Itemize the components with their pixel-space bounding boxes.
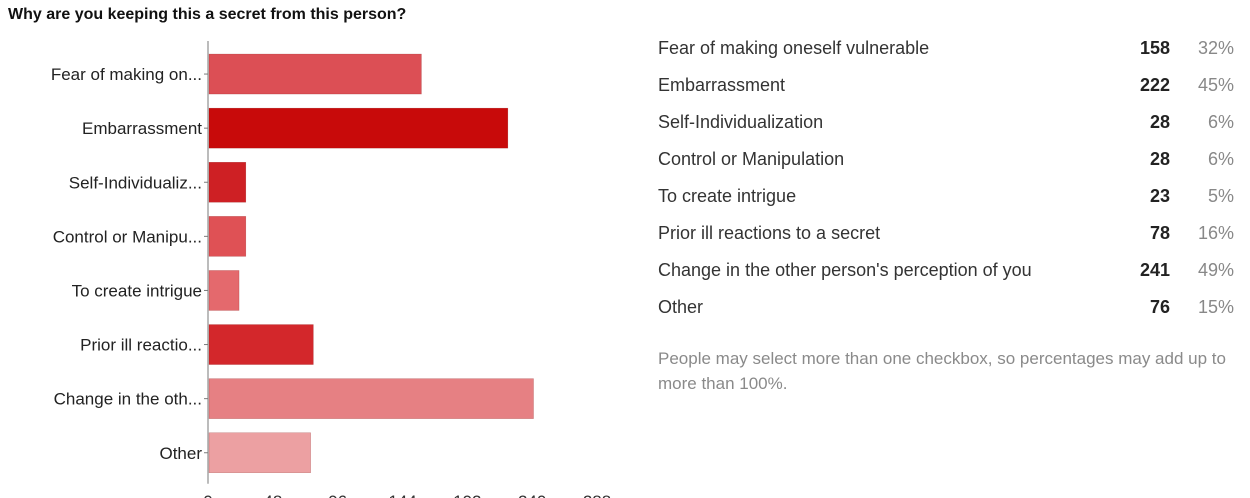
x-tick-label: 48	[263, 492, 282, 498]
results-table: Fear of making oneself vulnerable 158 32% E…	[658, 30, 1234, 326]
chart-title: Why are you keeping this a secret from t…	[8, 6, 407, 23]
row-label: Prior ill reactions to a secret	[658, 223, 881, 243]
results-table-body: Fear of making oneself vulnerable 158 32% E…	[658, 30, 1234, 326]
category-label: Control or Manipu...	[53, 227, 202, 246]
bar-chart: 0 48 96 144 192 240 288 Fear of making on... Emb…	[51, 41, 611, 498]
x-tick-label: 192	[453, 492, 481, 498]
row-label: Change in the other person's perception …	[658, 260, 1032, 280]
bar	[208, 432, 311, 473]
row-label: To create intrigue	[658, 186, 797, 206]
row-percent: 49%	[1197, 260, 1234, 280]
bar	[208, 270, 240, 311]
row-percent: 45%	[1197, 75, 1234, 95]
row-count: 76	[1149, 297, 1170, 317]
row-percent: 6%	[1207, 149, 1234, 169]
row-count: 222	[1139, 75, 1170, 95]
row-count: 28	[1149, 149, 1170, 169]
category-label: Fear of making on...	[51, 65, 202, 84]
row-count: 23	[1149, 186, 1170, 206]
bar	[208, 107, 509, 149]
bar	[208, 324, 314, 365]
table-row: To create intrigue 23 5%	[658, 178, 1234, 215]
row-label: Embarrassment	[658, 75, 786, 95]
x-tick-label: 144	[388, 492, 416, 498]
row-percent: 6%	[1207, 112, 1234, 132]
category-label: Prior ill reactio...	[80, 336, 202, 355]
table-row: Embarrassment 222 45%	[658, 67, 1234, 104]
table-row: Other 76 15%	[658, 289, 1234, 326]
table-row: Fear of making oneself vulnerable 158 32%	[658, 30, 1234, 67]
table-row: Control or Manipulation 28 6%	[658, 141, 1234, 178]
category-label: Embarrassment	[82, 119, 202, 138]
row-percent: 15%	[1197, 297, 1234, 317]
footnote: People may select more than one checkbox…	[658, 349, 1226, 393]
row-count: 241	[1139, 260, 1170, 280]
x-tick-label: 0	[203, 492, 212, 498]
row-label: Fear of making oneself vulnerable	[658, 38, 930, 58]
bar	[208, 378, 534, 419]
category-label: Other	[159, 444, 202, 463]
table-row: Prior ill reactions to a secret 78 16%	[658, 215, 1234, 252]
bar	[208, 216, 247, 257]
row-label: Self-Individualization	[658, 112, 824, 132]
x-tick-label: 288	[583, 492, 611, 498]
table-row: Change in the other person's perception …	[658, 252, 1234, 289]
category-label: Change in the oth...	[54, 390, 202, 409]
row-percent: 5%	[1207, 186, 1234, 206]
row-count: 158	[1139, 38, 1170, 58]
row-label: Control or Manipulation	[658, 149, 845, 169]
row-count: 28	[1149, 112, 1170, 132]
row-count: 78	[1149, 223, 1170, 243]
row-label: Other	[658, 297, 704, 317]
category-label: Self-Individualiz...	[69, 173, 202, 192]
row-percent: 16%	[1197, 223, 1234, 243]
x-tick-label: 96	[328, 492, 347, 498]
bar	[208, 53, 422, 95]
x-tick-label: 240	[518, 492, 546, 498]
bar	[208, 162, 247, 203]
table-row: Self-Individualization 28 6%	[658, 104, 1234, 141]
row-percent: 32%	[1197, 38, 1234, 58]
category-label: To create intrigue	[72, 281, 202, 300]
